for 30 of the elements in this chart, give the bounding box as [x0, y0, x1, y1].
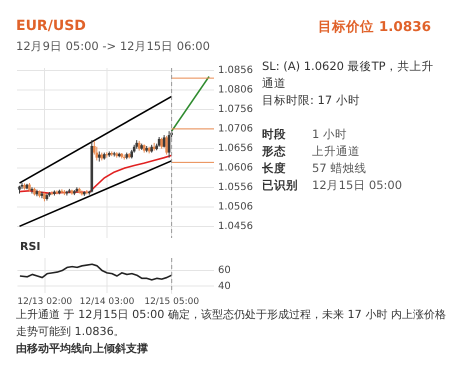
x-tick-label: 12/13 02:00	[17, 296, 72, 307]
x-tick-label: 12/15 05:00	[144, 296, 200, 307]
text: SL: (A) 1.0620 最後TP，共上升通道	[262, 58, 435, 92]
y-tick-label: 1.0606	[218, 162, 253, 174]
text: 上升通道	[312, 143, 360, 160]
text: 12月15日 05:00	[312, 177, 402, 194]
y-tick-label: 60	[218, 265, 231, 276]
y-tick-label: 1.0656	[218, 142, 253, 154]
text: 长度	[262, 160, 287, 177]
y-tick-label: 1.0756	[218, 104, 253, 115]
chart-title: RSI	[20, 240, 40, 253]
y-tick-label: 1.0806	[218, 84, 253, 96]
text: 时段	[262, 126, 287, 143]
x-tick-label: 12/14 03:00	[80, 296, 135, 307]
chart-title: EUR/USD	[16, 18, 86, 34]
chart-subtitle: 12月9日 05:00 -> 12月15日 06:00	[16, 39, 210, 54]
text: 1 小时	[312, 126, 347, 143]
y-tick-label: 40	[218, 280, 231, 292]
y-tick-label: 1.0506	[218, 201, 253, 212]
y-tick-label: 1.0456	[218, 220, 253, 232]
text: 形态	[262, 143, 287, 160]
text: 由移动平均线向上倾斜支撑	[16, 341, 149, 357]
text: 目标时限: 17 小时	[262, 92, 361, 109]
text: 57 蜡烛线	[312, 160, 366, 177]
y-tick-label: 1.0706	[218, 123, 253, 134]
text: 上升通道 于 12月15日 05:00 确定，该型态仍处于形成过程，未来 17 小时 内上涨价格走势可能到 1.0836。	[16, 307, 447, 340]
text: 目标价位 1.0836	[318, 18, 431, 36]
text: 已识别	[262, 177, 299, 194]
y-tick-label: 1.0556	[218, 182, 253, 193]
y-tick-label: 1.0856	[218, 64, 253, 76]
